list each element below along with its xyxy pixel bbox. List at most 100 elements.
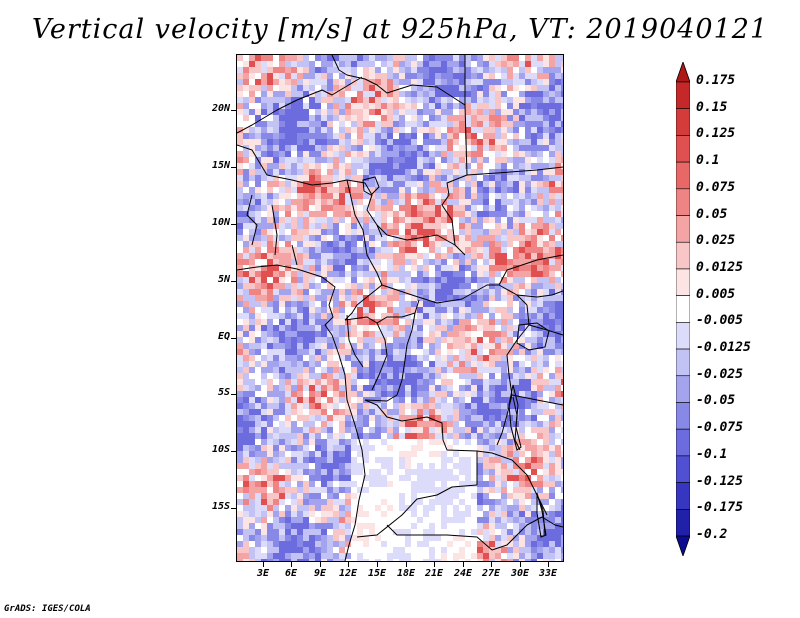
velocity-cell bbox=[279, 559, 285, 561]
velocity-cell bbox=[507, 445, 513, 451]
velocity-cell bbox=[261, 481, 267, 487]
velocity-cell bbox=[513, 235, 519, 241]
velocity-cell bbox=[495, 475, 501, 481]
velocity-cell bbox=[543, 163, 549, 169]
velocity-cell bbox=[447, 205, 453, 211]
velocity-cell bbox=[549, 277, 555, 283]
velocity-cell bbox=[399, 355, 405, 361]
velocity-cell bbox=[303, 193, 309, 199]
velocity-cell bbox=[513, 505, 519, 511]
velocity-cell bbox=[411, 289, 417, 295]
lon-tick bbox=[548, 562, 549, 567]
velocity-cell bbox=[471, 55, 477, 61]
velocity-cell bbox=[345, 91, 351, 97]
velocity-cell bbox=[561, 253, 563, 259]
velocity-cell bbox=[507, 109, 513, 115]
velocity-cell bbox=[513, 553, 519, 559]
velocity-cell bbox=[327, 241, 333, 247]
velocity-cell bbox=[339, 529, 345, 535]
velocity-cell bbox=[327, 523, 333, 529]
velocity-cell bbox=[387, 151, 393, 157]
velocity-cell bbox=[237, 175, 243, 181]
velocity-cell bbox=[243, 277, 249, 283]
velocity-cell bbox=[501, 265, 507, 271]
velocity-cell bbox=[483, 151, 489, 157]
velocity-cell bbox=[309, 253, 315, 259]
velocity-cell bbox=[483, 511, 489, 517]
velocity-cell bbox=[351, 67, 357, 73]
velocity-cell bbox=[531, 211, 537, 217]
velocity-cell bbox=[525, 301, 531, 307]
velocity-cell bbox=[255, 559, 261, 561]
velocity-cell bbox=[501, 115, 507, 121]
velocity-cell bbox=[393, 343, 399, 349]
velocity-cell bbox=[345, 55, 351, 61]
velocity-cell bbox=[255, 409, 261, 415]
velocity-cell bbox=[351, 247, 357, 253]
velocity-cell bbox=[513, 271, 519, 277]
velocity-cell bbox=[279, 61, 285, 67]
velocity-cell bbox=[321, 331, 327, 337]
velocity-cell bbox=[351, 55, 357, 61]
velocity-cell bbox=[267, 133, 273, 139]
velocity-cell bbox=[363, 385, 369, 391]
velocity-cell bbox=[453, 253, 459, 259]
velocity-cell bbox=[435, 271, 441, 277]
velocity-cell bbox=[483, 121, 489, 127]
velocity-cell bbox=[345, 367, 351, 373]
velocity-cell bbox=[309, 331, 315, 337]
velocity-cell bbox=[237, 553, 243, 559]
velocity-cell bbox=[327, 337, 333, 343]
velocity-cell bbox=[387, 187, 393, 193]
velocity-cell bbox=[261, 109, 267, 115]
velocity-cell bbox=[255, 397, 261, 403]
velocity-cell bbox=[561, 187, 563, 193]
velocity-cell bbox=[279, 151, 285, 157]
velocity-cell bbox=[549, 319, 555, 325]
map-plot[interactable] bbox=[236, 54, 564, 562]
velocity-cell bbox=[291, 73, 297, 79]
velocity-cell bbox=[531, 301, 537, 307]
velocity-cell bbox=[303, 361, 309, 367]
velocity-cell bbox=[423, 133, 429, 139]
velocity-cell bbox=[501, 97, 507, 103]
velocity-cell bbox=[495, 313, 501, 319]
velocity-cell bbox=[423, 139, 429, 145]
velocity-cell bbox=[483, 55, 489, 61]
velocity-cell bbox=[279, 79, 285, 85]
velocity-cell bbox=[291, 181, 297, 187]
velocity-cell bbox=[561, 313, 563, 319]
velocity-cell bbox=[237, 439, 243, 445]
velocity-cell bbox=[333, 439, 339, 445]
velocity-cell bbox=[537, 373, 543, 379]
velocity-cell bbox=[273, 289, 279, 295]
velocity-cell bbox=[489, 235, 495, 241]
velocity-cell bbox=[477, 391, 483, 397]
velocity-cell bbox=[387, 511, 393, 517]
velocity-cell bbox=[435, 415, 441, 421]
velocity-cell bbox=[555, 403, 561, 409]
velocity-cell bbox=[405, 361, 411, 367]
velocity-cell bbox=[357, 415, 363, 421]
velocity-cell bbox=[495, 169, 501, 175]
velocity-cell bbox=[453, 445, 459, 451]
velocity-cell bbox=[363, 235, 369, 241]
velocity-cell bbox=[399, 331, 405, 337]
velocity-cell bbox=[267, 115, 273, 121]
velocity-cell bbox=[279, 145, 285, 151]
velocity-cell bbox=[399, 529, 405, 535]
velocity-cell bbox=[417, 475, 423, 481]
velocity-cell bbox=[309, 541, 315, 547]
velocity-cell bbox=[507, 67, 513, 73]
velocity-cell bbox=[537, 223, 543, 229]
velocity-cell bbox=[513, 175, 519, 181]
velocity-cell bbox=[405, 271, 411, 277]
velocity-cell bbox=[507, 535, 513, 541]
velocity-cell bbox=[303, 445, 309, 451]
velocity-cell bbox=[351, 85, 357, 91]
velocity-cell bbox=[405, 241, 411, 247]
velocity-cell bbox=[423, 367, 429, 373]
velocity-cell bbox=[549, 415, 555, 421]
velocity-cell bbox=[327, 145, 333, 151]
lat-label: 10S bbox=[211, 444, 230, 455]
